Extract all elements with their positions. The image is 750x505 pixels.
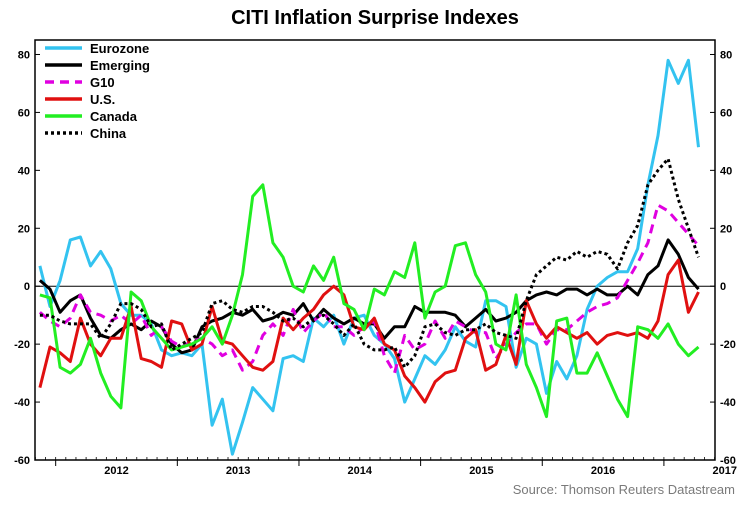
x-tick-label: 2013 [226, 465, 250, 477]
y-tick-label-right: 60 [720, 107, 732, 119]
series-line-g10 [38, 203, 700, 375]
y-tick-label-right: -20 [720, 339, 736, 351]
y-tick-label-left: 20 [18, 223, 30, 235]
y-tick-label-left: 40 [18, 165, 30, 177]
legend-label: Emerging [90, 58, 150, 73]
legend-label: Canada [90, 109, 138, 124]
y-tick-label-left: 80 [18, 49, 30, 61]
x-tick-label: 2016 [591, 465, 615, 477]
x-tick-label: 2015 [469, 465, 493, 477]
series-line-canada [39, 183, 700, 419]
y-tick-label-left: -20 [14, 339, 30, 351]
legend-label: U.S. [90, 92, 115, 107]
y-tick-label-right: 0 [720, 281, 726, 293]
y-tick-label-left: 60 [18, 107, 30, 119]
plot-frame [34, 39, 716, 461]
series-line-u-s- [38, 258, 700, 404]
y-tick-label-right: 40 [720, 165, 732, 177]
chart-source: Source: Thomson Reuters Datastream [513, 482, 735, 497]
chart-title: CITI Inflation Surprise Indexes [231, 7, 519, 29]
legend-label: China [90, 126, 127, 141]
y-tick-label-left: -60 [14, 455, 30, 467]
y-tick-label-right: -40 [720, 397, 736, 409]
y-tick-label-right: -60 [720, 455, 736, 467]
series-line-emerging [38, 238, 700, 355]
axes: -60 -60 -40 -40 -20 -20 0 0 20 20 40 40 60 60 80 80 2012… [14, 39, 737, 477]
x-tick-label: 2017 [712, 465, 736, 477]
legend: Eurozone Emerging G10 U.S. Canada China [45, 41, 150, 141]
series-line-eurozone [38, 58, 700, 456]
series-lines [38, 58, 700, 456]
x-tick-label: 2012 [104, 465, 128, 477]
y-tick-label-right: 80 [720, 49, 732, 61]
y-tick-label-left: 0 [24, 281, 30, 293]
legend-label: G10 [90, 75, 115, 90]
series-line-china [39, 157, 700, 369]
legend-label: Eurozone [90, 41, 149, 56]
y-tick-label-right: 20 [720, 223, 732, 235]
y-tick-label-left: -40 [14, 397, 30, 409]
x-tick-label: 2014 [348, 465, 373, 477]
